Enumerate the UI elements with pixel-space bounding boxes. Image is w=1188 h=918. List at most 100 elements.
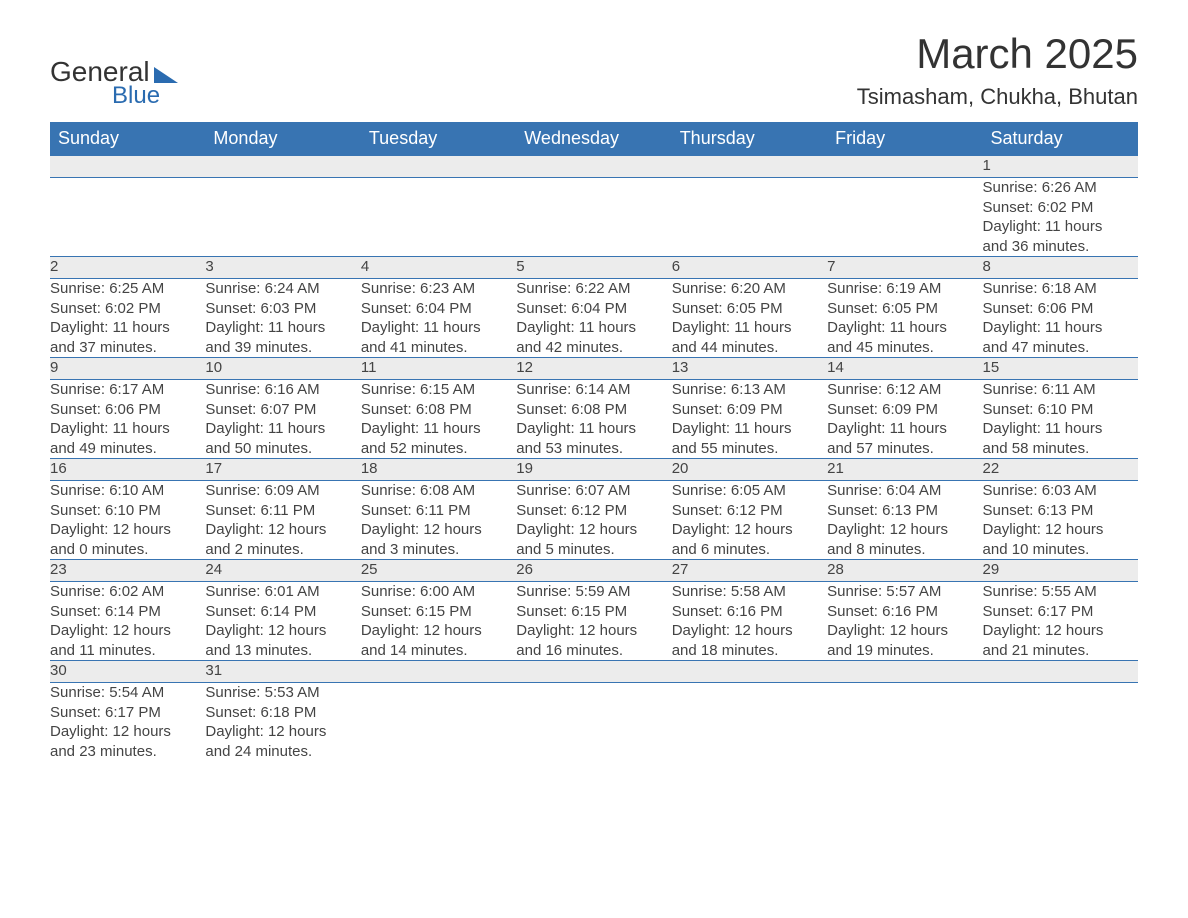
day-d1: Daylight: 11 hours xyxy=(983,318,1138,338)
day-detail-cell: Sunrise: 6:23 AMSunset: 6:04 PMDaylight:… xyxy=(361,279,516,358)
day-sunset: Sunset: 6:09 PM xyxy=(827,400,982,420)
day-detail-cell: Sunrise: 5:59 AMSunset: 6:15 PMDaylight:… xyxy=(516,582,671,661)
day-number-cell xyxy=(361,661,516,683)
day-sunrise: Sunrise: 6:19 AM xyxy=(827,279,982,299)
day-number-cell: 2 xyxy=(50,257,205,279)
day-sunset: Sunset: 6:13 PM xyxy=(827,501,982,521)
day-number-cell: 17 xyxy=(205,459,360,481)
day-number-cell: 27 xyxy=(672,560,827,582)
day-d1: Daylight: 11 hours xyxy=(361,318,516,338)
day-detail-cell xyxy=(205,178,360,257)
day-d2: and 14 minutes. xyxy=(361,641,516,661)
day-detail-cell: Sunrise: 6:11 AMSunset: 6:10 PMDaylight:… xyxy=(983,380,1138,459)
day-sunrise: Sunrise: 6:07 AM xyxy=(516,481,671,501)
day-sunrise: Sunrise: 6:25 AM xyxy=(50,279,205,299)
day-sunrise: Sunrise: 6:09 AM xyxy=(205,481,360,501)
day-sunset: Sunset: 6:06 PM xyxy=(983,299,1138,319)
day-number-cell: 12 xyxy=(516,358,671,380)
daynum-row: 2345678 xyxy=(50,257,1138,279)
day-number-cell xyxy=(205,156,360,178)
day-detail-cell: Sunrise: 6:24 AMSunset: 6:03 PMDaylight:… xyxy=(205,279,360,358)
weekday-header: Friday xyxy=(827,122,982,156)
day-sunrise: Sunrise: 6:18 AM xyxy=(983,279,1138,299)
day-sunset: Sunset: 6:16 PM xyxy=(827,602,982,622)
weekday-header-row: Sunday Monday Tuesday Wednesday Thursday… xyxy=(50,122,1138,156)
logo-text-blue: Blue xyxy=(112,82,160,110)
day-d1: Daylight: 11 hours xyxy=(50,318,205,338)
day-sunrise: Sunrise: 6:15 AM xyxy=(361,380,516,400)
day-number-cell: 18 xyxy=(361,459,516,481)
day-detail-cell xyxy=(827,683,982,762)
day-sunrise: Sunrise: 6:13 AM xyxy=(672,380,827,400)
day-number-cell: 22 xyxy=(983,459,1138,481)
day-sunset: Sunset: 6:13 PM xyxy=(983,501,1138,521)
day-detail-cell: Sunrise: 6:14 AMSunset: 6:08 PMDaylight:… xyxy=(516,380,671,459)
day-number-cell xyxy=(983,661,1138,683)
day-detail-cell: Sunrise: 6:16 AMSunset: 6:07 PMDaylight:… xyxy=(205,380,360,459)
day-sunset: Sunset: 6:05 PM xyxy=(827,299,982,319)
day-d1: Daylight: 11 hours xyxy=(205,318,360,338)
day-number-cell: 3 xyxy=(205,257,360,279)
day-d2: and 36 minutes. xyxy=(983,237,1138,257)
day-detail-cell: Sunrise: 6:22 AMSunset: 6:04 PMDaylight:… xyxy=(516,279,671,358)
day-number-cell: 7 xyxy=(827,257,982,279)
day-d2: and 24 minutes. xyxy=(205,742,360,762)
day-number-cell: 13 xyxy=(672,358,827,380)
day-detail-cell: Sunrise: 6:25 AMSunset: 6:02 PMDaylight:… xyxy=(50,279,205,358)
day-sunrise: Sunrise: 5:54 AM xyxy=(50,683,205,703)
day-number-cell xyxy=(672,661,827,683)
day-d1: Daylight: 11 hours xyxy=(516,419,671,439)
day-sunset: Sunset: 6:14 PM xyxy=(205,602,360,622)
day-sunrise: Sunrise: 6:22 AM xyxy=(516,279,671,299)
day-sunset: Sunset: 6:14 PM xyxy=(50,602,205,622)
day-d1: Daylight: 12 hours xyxy=(361,520,516,540)
day-sunrise: Sunrise: 6:03 AM xyxy=(983,481,1138,501)
day-d1: Daylight: 12 hours xyxy=(50,621,205,641)
detail-row: Sunrise: 6:02 AMSunset: 6:14 PMDaylight:… xyxy=(50,582,1138,661)
day-sunrise: Sunrise: 6:11 AM xyxy=(983,380,1138,400)
day-d1: Daylight: 11 hours xyxy=(672,419,827,439)
day-sunrise: Sunrise: 5:57 AM xyxy=(827,582,982,602)
day-detail-cell xyxy=(516,178,671,257)
day-sunrise: Sunrise: 6:10 AM xyxy=(50,481,205,501)
weekday-header: Saturday xyxy=(983,122,1138,156)
day-number-cell xyxy=(516,661,671,683)
day-number-cell: 30 xyxy=(50,661,205,683)
day-number-cell: 29 xyxy=(983,560,1138,582)
day-sunset: Sunset: 6:06 PM xyxy=(50,400,205,420)
day-d2: and 21 minutes. xyxy=(983,641,1138,661)
day-detail-cell xyxy=(361,178,516,257)
day-d1: Daylight: 12 hours xyxy=(205,722,360,742)
day-detail-cell: Sunrise: 6:03 AMSunset: 6:13 PMDaylight:… xyxy=(983,481,1138,560)
day-sunset: Sunset: 6:11 PM xyxy=(205,501,360,521)
day-sunset: Sunset: 6:17 PM xyxy=(50,703,205,723)
day-sunset: Sunset: 6:04 PM xyxy=(361,299,516,319)
day-detail-cell xyxy=(672,683,827,762)
day-d1: Daylight: 11 hours xyxy=(827,318,982,338)
day-sunrise: Sunrise: 6:05 AM xyxy=(672,481,827,501)
day-d1: Daylight: 12 hours xyxy=(672,621,827,641)
day-sunset: Sunset: 6:04 PM xyxy=(516,299,671,319)
day-detail-cell: Sunrise: 5:58 AMSunset: 6:16 PMDaylight:… xyxy=(672,582,827,661)
day-detail-cell: Sunrise: 5:55 AMSunset: 6:17 PMDaylight:… xyxy=(983,582,1138,661)
day-number-cell: 15 xyxy=(983,358,1138,380)
day-d2: and 2 minutes. xyxy=(205,540,360,560)
day-d2: and 13 minutes. xyxy=(205,641,360,661)
day-sunrise: Sunrise: 6:23 AM xyxy=(361,279,516,299)
day-detail-cell xyxy=(983,683,1138,762)
day-d1: Daylight: 12 hours xyxy=(205,520,360,540)
detail-row: Sunrise: 6:26 AMSunset: 6:02 PMDaylight:… xyxy=(50,178,1138,257)
day-sunset: Sunset: 6:02 PM xyxy=(50,299,205,319)
day-sunrise: Sunrise: 6:12 AM xyxy=(827,380,982,400)
day-detail-cell: Sunrise: 5:53 AMSunset: 6:18 PMDaylight:… xyxy=(205,683,360,762)
day-number-cell xyxy=(50,156,205,178)
day-sunset: Sunset: 6:18 PM xyxy=(205,703,360,723)
day-number-cell: 16 xyxy=(50,459,205,481)
day-d2: and 42 minutes. xyxy=(516,338,671,358)
day-d1: Daylight: 12 hours xyxy=(50,722,205,742)
day-sunrise: Sunrise: 6:17 AM xyxy=(50,380,205,400)
title-block: March 2025 Tsimasham, Chukha, Bhutan xyxy=(857,30,1138,110)
day-sunset: Sunset: 6:05 PM xyxy=(672,299,827,319)
day-sunrise: Sunrise: 5:53 AM xyxy=(205,683,360,703)
day-d2: and 3 minutes. xyxy=(361,540,516,560)
